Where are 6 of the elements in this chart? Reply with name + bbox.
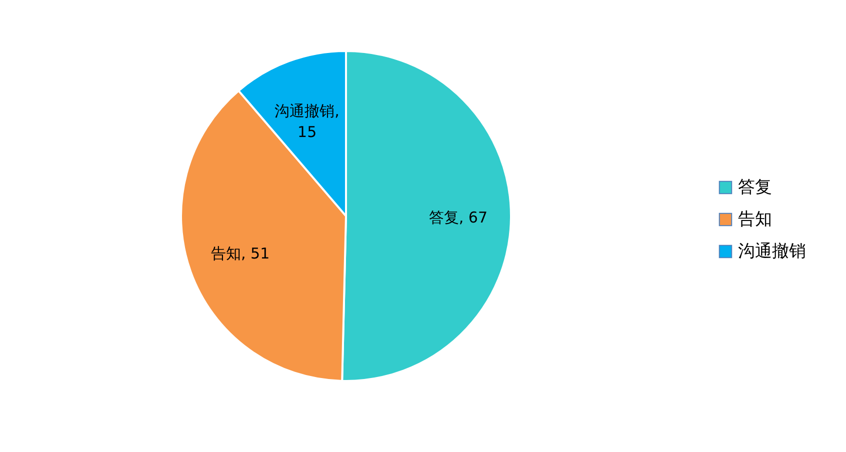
- data-label: 答复, 67: [428, 208, 488, 226]
- data-label: 沟通撤销, 15: [274, 102, 340, 141]
- legend-label: 答复: [738, 178, 772, 198]
- legend-label: 告知: [738, 210, 772, 230]
- data-label: 告知, 51: [211, 244, 270, 263]
- legend-label: 沟通撤销: [738, 242, 806, 262]
